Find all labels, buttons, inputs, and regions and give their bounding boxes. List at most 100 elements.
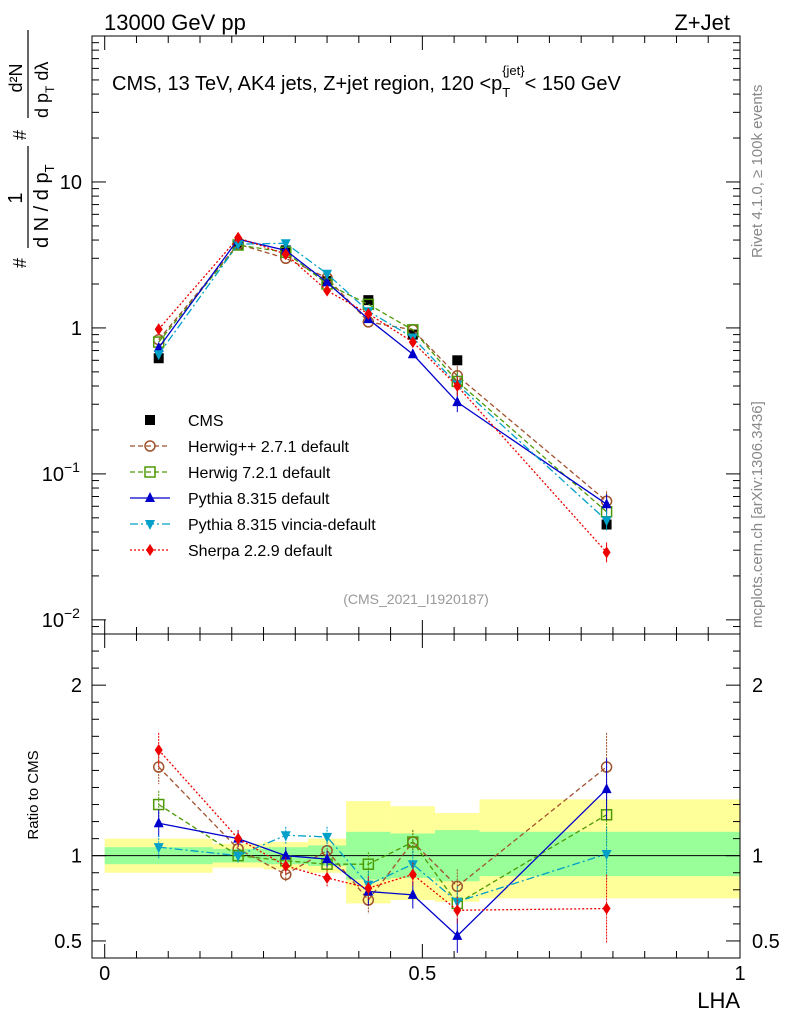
data-point bbox=[602, 546, 611, 559]
y-tick-label: 10 bbox=[60, 172, 82, 194]
ratio-data-point bbox=[322, 832, 333, 843]
data-point bbox=[323, 284, 332, 297]
legend-marker bbox=[145, 520, 155, 530]
series-pythia-8-315-vincia-default bbox=[153, 239, 612, 531]
data-point bbox=[280, 239, 291, 250]
ratio-data-point bbox=[152, 761, 165, 773]
legend-entry: Pythia 8.315 default bbox=[130, 491, 330, 508]
ratio-data-point bbox=[601, 783, 612, 794]
data-point bbox=[281, 248, 290, 261]
y-label-hash: # bbox=[10, 258, 30, 268]
ratio-series-line bbox=[158, 834, 607, 903]
legend-label: Pythia 8.315 default bbox=[188, 491, 330, 508]
ratio-series-line bbox=[158, 749, 607, 911]
legend-entry: Herwig 7.2.1 default bbox=[130, 465, 331, 482]
ratio-data-point bbox=[362, 858, 375, 870]
ratio-plot-area bbox=[91, 633, 741, 959]
ratio-y-axis-label: Ratio to CMS bbox=[25, 750, 42, 839]
ratio-y-tick-label: 0.5 bbox=[54, 931, 82, 953]
series-line bbox=[158, 236, 608, 553]
main-title: CMS, 13 TeV, AK4 jets, Z+jet region, 120… bbox=[112, 63, 621, 100]
data-point bbox=[601, 498, 612, 509]
ratio-data-point bbox=[602, 902, 611, 915]
ratio-uncertainty-bands bbox=[104, 799, 740, 904]
y-label-numerator: 1 bbox=[5, 192, 27, 203]
data-point bbox=[322, 269, 333, 280]
analysis-id-watermark: (CMS_2021_I1920187) bbox=[343, 591, 489, 607]
legend-entry: Pythia 8.315 vincia-default bbox=[130, 517, 376, 534]
x-tick-label: 1 bbox=[734, 963, 745, 985]
mcplots-reference-label: mcplots.cern.ch [arXiv:1306.3436] bbox=[749, 401, 766, 628]
x-tick-label: 0 bbox=[99, 963, 110, 985]
data-point bbox=[233, 240, 244, 251]
ratio-data-point bbox=[323, 871, 332, 884]
legend-entry: CMS bbox=[145, 413, 224, 430]
data-point bbox=[364, 307, 373, 320]
y-tick-label: 10 bbox=[42, 610, 64, 632]
legend-marker bbox=[144, 466, 156, 478]
ratio-series-sherpa-2-2-9-default bbox=[154, 732, 611, 943]
ratio-data-point bbox=[153, 817, 164, 828]
ratio-y-tick-label: 2 bbox=[71, 675, 82, 697]
data-point bbox=[322, 276, 333, 287]
rivet-version-label: Rivet 4.1.0, ≥ 100k events bbox=[749, 85, 766, 258]
ratio-data-point bbox=[281, 859, 290, 872]
legend-marker bbox=[145, 492, 155, 502]
ratio-series-line bbox=[158, 803, 607, 905]
ratio-data-point bbox=[364, 882, 373, 895]
ratio-y-tick-label-right: 1 bbox=[752, 846, 763, 868]
ratio-data-point bbox=[234, 832, 243, 845]
data-point bbox=[452, 396, 463, 407]
legend-marker bbox=[144, 440, 156, 452]
ratio-panel-frame: 0.5 0.5 1 1 2 2 0 0.5 1 bbox=[54, 633, 780, 985]
header-process-label: 13000 GeV pp bbox=[104, 10, 246, 35]
data-point bbox=[452, 355, 463, 366]
series-line bbox=[158, 242, 608, 521]
y-tick-label: 10 bbox=[42, 464, 64, 486]
legend-entry: Sherpa 2.2.9 default bbox=[130, 543, 333, 560]
data-point bbox=[153, 350, 164, 361]
series-line bbox=[158, 244, 608, 513]
series-line bbox=[158, 243, 608, 502]
ratio-data-point bbox=[322, 853, 333, 864]
data-point bbox=[363, 295, 374, 306]
header-channel-label: Z+Jet bbox=[674, 10, 730, 35]
ratio-data-point bbox=[154, 743, 163, 756]
data-point bbox=[601, 516, 612, 527]
ratio-data-point bbox=[601, 849, 612, 860]
ratio-data-point bbox=[233, 851, 244, 862]
ratio-data-point bbox=[407, 836, 419, 848]
y-tick-label: 1 bbox=[71, 318, 82, 340]
ratio-y-tick-label-right: 0.5 bbox=[752, 931, 780, 953]
green-band bbox=[479, 831, 740, 877]
series-cms bbox=[153, 239, 612, 530]
legend-label: Herwig 7.2.1 default bbox=[188, 465, 331, 482]
y-tick-exponent: −1 bbox=[64, 459, 80, 475]
legend-label: Herwig++ 2.7.1 default bbox=[188, 439, 350, 456]
title-text: CMS, 13 TeV, AK4 jets, Z+jet region, 120… bbox=[112, 63, 621, 100]
ratio-series-line bbox=[158, 788, 608, 937]
legend-label: Pythia 8.315 vincia-default bbox=[188, 517, 376, 534]
ratio-y-tick-label: 1 bbox=[71, 846, 82, 868]
ratio-data-point bbox=[452, 929, 463, 940]
ratio-data-point bbox=[407, 888, 418, 899]
legend-entry: Herwig++ 2.7.1 default bbox=[130, 439, 350, 456]
data-point bbox=[453, 380, 462, 393]
legend-label: Sherpa 2.2.9 default bbox=[188, 543, 333, 560]
data-point bbox=[407, 348, 418, 359]
data-point bbox=[154, 323, 163, 336]
data-point bbox=[408, 336, 417, 349]
y-label-hash: # bbox=[10, 130, 30, 140]
y-label-denominator: d N / d pT bbox=[31, 164, 57, 248]
x-tick-label: 0.5 bbox=[408, 963, 436, 985]
y-tick-exponent: −2 bbox=[64, 605, 80, 621]
data-point bbox=[234, 231, 243, 244]
ratio-data-point bbox=[152, 798, 165, 811]
ratio-y-tick-label-right: 2 bbox=[752, 675, 763, 697]
ratio-data-point bbox=[453, 904, 462, 917]
ratio-data-point bbox=[153, 843, 164, 854]
ratio-data-point bbox=[280, 831, 291, 842]
